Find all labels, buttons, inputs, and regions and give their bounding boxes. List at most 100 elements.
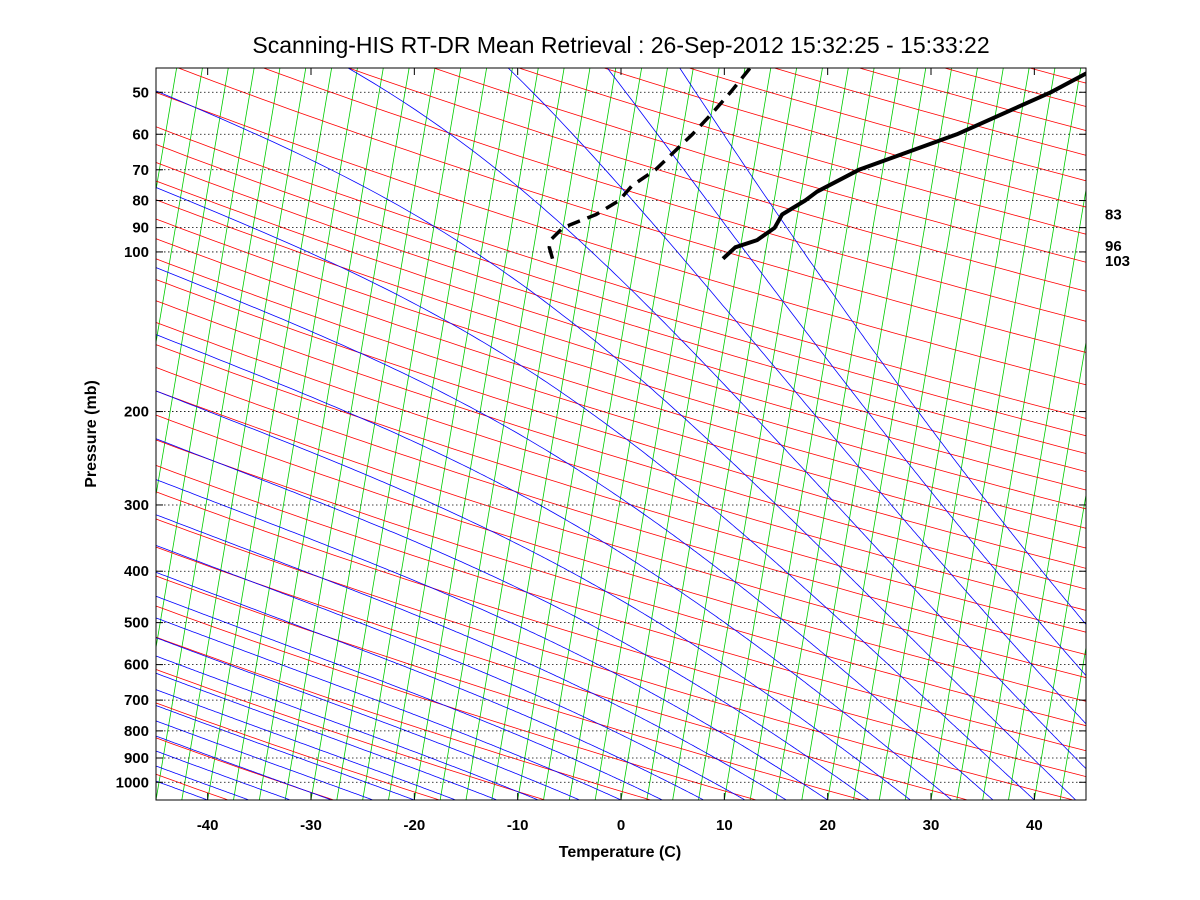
dry-adiabat-line [156,91,1086,386]
moist-adiabat-line [156,637,580,800]
moist-adiabat-line [156,544,746,800]
moist-adiabat-line [156,655,539,800]
moist-adiabat-line [156,617,622,800]
x-axis-label: Temperature (C) [559,844,681,861]
y-tick-label: 500 [124,615,149,632]
moist-adiabat-line [156,334,952,800]
isotherm-line [258,68,384,800]
isotherm-line [491,68,617,800]
dry-adiabat-line [156,143,1086,437]
y-tick-label: 900 [124,750,149,767]
isotherm-line [388,68,513,800]
y-tick-label: 300 [124,497,149,514]
moist-adiabat-line [156,672,498,800]
moist-adiabat-line [606,68,1086,677]
dry-adiabat-line [156,605,757,800]
isotherm-line [156,68,255,650]
dry-adiabat-line [156,258,1086,549]
dry-adiabat-line [156,162,1086,454]
right-annotation-label: 96 [1105,238,1122,255]
x-axis-ticks: -40 -30 -20 -10 0 10 20 30 40 [197,68,1043,834]
dry-adiabat-line [156,465,1086,752]
dry-adiabat-line [348,68,1086,292]
isotherm-line [1059,645,1086,800]
isotherm-line [568,68,694,800]
isotherm-line [465,68,591,800]
temperature-profile-line [721,71,1086,261]
isotherm-line [801,68,927,800]
isotherm-line [956,68,1082,800]
isotherm-line [181,68,307,800]
x-tick-label: -10 [507,817,529,834]
moist-adiabat-line [156,750,291,800]
y-tick-label: 400 [124,563,149,580]
dry-adiabat-line [156,279,1086,569]
pressure-gridlines [156,91,1086,783]
isotherm-line [698,68,823,800]
sounding-profiles [547,68,1086,261]
dry-adiabat-line [156,238,1086,529]
moist-adiabat-line [156,187,1035,800]
dry-adiabat-line [156,390,1086,679]
dry-adiabat-line [156,321,1086,611]
moist-adiabat-line [507,68,1086,725]
chart-title: Scanning-HIS RT-DR Mean Retrieval : 26-S… [252,32,989,58]
x-tick-label: -30 [300,817,322,834]
dry-adiabat-line [156,636,651,800]
x-tick-label: 30 [923,817,940,834]
x-tick-label: 20 [819,817,836,834]
isotherm-line [233,68,358,800]
isotherm-line [517,68,643,800]
isotherm-line [594,68,720,800]
isotherm-line [156,68,203,345]
y-axis-ticks: 50 60 70 80 90 100 200 300 400 500 600 700 800 900 100… [116,84,1086,791]
isotherm-line [672,68,798,800]
isotherm-line [646,68,772,800]
isotherm-line [543,68,668,800]
dry-adiabat-line [156,126,1086,419]
moist-adiabat-line [156,571,704,800]
x-tick-label: -40 [197,817,219,834]
moist-adiabat-line [679,68,1086,626]
isotherm-line [284,68,410,800]
y-tick-label: 1000 [116,774,149,791]
right-annotation-label: 83 [1105,206,1122,223]
x-tick-label: -20 [403,817,425,834]
dry-adiabat-line [156,300,1086,590]
moist-adiabat-line [156,390,911,800]
moist-adiabat-line [156,735,332,800]
isotherm-line [310,68,436,800]
moist-adiabat-line [156,90,1076,800]
dry-adiabat-line [156,439,1086,727]
dry-adiabat-line [156,180,1086,473]
isotherm-line [878,68,1004,800]
moist-adiabat-line [347,68,1086,770]
dry-adiabat-line [156,414,1086,702]
dry-adiabat-line [518,68,1086,235]
y-tick-label: 700 [124,692,149,709]
y-tick-label: 200 [124,404,149,421]
dry-adiabat-line [603,68,1086,208]
right-annotation-label: 103 [1105,253,1130,270]
isotherm-line [1033,492,1086,800]
background-reference-lines [156,68,1086,800]
dry-adiabat-line [156,518,1074,800]
dry-adiabat-line [156,669,546,800]
dry-adiabat-line [156,491,1086,778]
y-tick-label: 80 [132,193,149,210]
isotherm-line [336,68,462,800]
isotherm-line [723,68,849,800]
isotherm-line [775,68,901,800]
moist-adiabat-line [156,438,870,800]
y-tick-label: 600 [124,657,149,674]
isotherm-line [1008,339,1086,800]
dewpoint-profile-line [547,68,752,260]
y-tick-label: 800 [124,723,149,740]
y-tick-label: 70 [132,162,149,179]
isotherm-line [207,68,333,800]
y-tick-label: 90 [132,220,149,237]
moist-adiabat-line [156,267,994,800]
isotherm-line [439,68,565,800]
x-tick-label: 40 [1026,817,1043,834]
